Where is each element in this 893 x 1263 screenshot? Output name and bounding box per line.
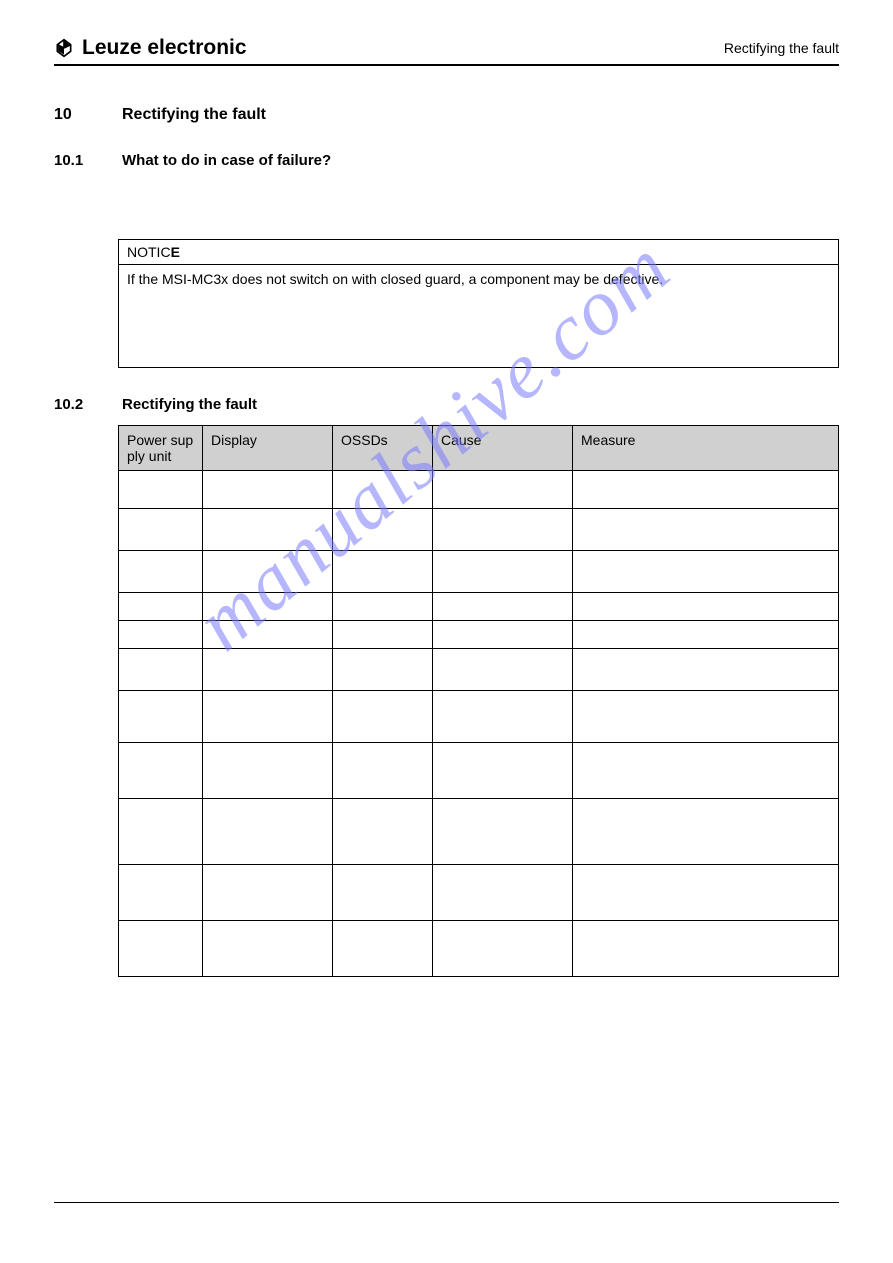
table-cell: [119, 593, 203, 621]
table-cell: [433, 621, 573, 649]
table-cell: [333, 509, 433, 551]
table-header-row: Power sup ply unit Display OSSDs Cause M…: [119, 426, 839, 471]
table-cell: [119, 649, 203, 691]
table-cell: [119, 743, 203, 799]
table-cell: [433, 799, 573, 865]
table-cell: [573, 691, 839, 743]
section-10: 10 Rectifying the fault 10.1 What to do …: [54, 106, 839, 977]
section-title: Rectifying the fault: [122, 106, 266, 124]
company-name: Leuze electronic: [82, 36, 247, 60]
table-cell: [433, 551, 573, 593]
table-cell: [333, 743, 433, 799]
subsection-number-10-1: 10.1: [54, 152, 102, 169]
table-cell: [573, 593, 839, 621]
notice-label-suffix: E: [171, 244, 180, 260]
table-cell: [333, 865, 433, 921]
subsection-title-10-1: What to do in case of failure?: [122, 152, 331, 169]
table-cell: [433, 691, 573, 743]
fault-table: Power sup ply unit Display OSSDs Cause M…: [118, 425, 839, 977]
table-cell: [573, 865, 839, 921]
table-cell: [573, 799, 839, 865]
notice-header: NOTICE: [119, 240, 838, 265]
table-cell: [433, 593, 573, 621]
table-header-ossds: OSSDs: [333, 426, 433, 471]
table-cell: [119, 799, 203, 865]
table-cell: [333, 691, 433, 743]
table-cell: [573, 743, 839, 799]
section-number: 10: [54, 106, 94, 124]
table-cell: [433, 865, 573, 921]
table-row: [119, 799, 839, 865]
table-header-measure: Measure: [573, 426, 839, 471]
notice-box: NOTICE If the MSI-MC3x does not switch o…: [118, 239, 839, 368]
notice-body: If the MSI-MC3x does not switch on with …: [119, 265, 838, 367]
table-cell: [119, 691, 203, 743]
table-cell: [433, 471, 573, 509]
table-cell: [119, 551, 203, 593]
table-row: [119, 471, 839, 509]
table-cell: [433, 649, 573, 691]
footer-line: [54, 1202, 839, 1203]
subsection-heading-10-1: 10.1 What to do in case of failure?: [54, 152, 839, 169]
table-cell: [203, 551, 333, 593]
table-cell: [573, 551, 839, 593]
table-row: [119, 743, 839, 799]
table-row: [119, 621, 839, 649]
table-cell: [203, 921, 333, 977]
subsection-title-10-2: Rectifying the fault: [122, 396, 257, 413]
table-cell: [203, 471, 333, 509]
table-cell: [433, 509, 573, 551]
notice-label-prefix: NOTIC: [127, 244, 171, 260]
table-cell: [333, 471, 433, 509]
subsection-number-10-2: 10.2: [54, 396, 102, 413]
table-cell: [203, 649, 333, 691]
table-cell: [333, 649, 433, 691]
table-cell: [203, 691, 333, 743]
table-cell: [119, 865, 203, 921]
table-cell: [333, 799, 433, 865]
table-cell: [333, 921, 433, 977]
table-row: [119, 649, 839, 691]
table-header-cause: Cause: [433, 426, 573, 471]
table-cell: [203, 509, 333, 551]
subsection-heading-10-2: 10.2 Rectifying the fault: [54, 396, 839, 413]
table-cell: [203, 593, 333, 621]
table-cell: [573, 921, 839, 977]
table-cell: [119, 921, 203, 977]
table-header-display: Display: [203, 426, 333, 471]
table-cell: [333, 621, 433, 649]
table-header-power: Power sup ply unit: [119, 426, 203, 471]
page-header: Leuze electronic Rectifying the fault: [54, 36, 839, 66]
table-cell: [573, 509, 839, 551]
table-row: [119, 921, 839, 977]
header-page-title: Rectifying the fault: [724, 40, 839, 56]
table-cell: [573, 649, 839, 691]
table-cell: [119, 471, 203, 509]
table-row: [119, 551, 839, 593]
table-row: [119, 691, 839, 743]
table-cell: [433, 743, 573, 799]
table-row: [119, 865, 839, 921]
table-cell: [203, 743, 333, 799]
table-cell: [119, 621, 203, 649]
table-cell: [433, 921, 573, 977]
table-cell: [573, 621, 839, 649]
table-cell: [573, 471, 839, 509]
table-row: [119, 593, 839, 621]
table-row: [119, 509, 839, 551]
table-cell: [203, 799, 333, 865]
table-cell: [333, 593, 433, 621]
table-cell: [119, 509, 203, 551]
table-cell: [333, 551, 433, 593]
table-cell: [203, 621, 333, 649]
table-cell: [203, 865, 333, 921]
header-left: Leuze electronic: [54, 36, 247, 60]
table-body: [119, 471, 839, 977]
leuze-logo-icon: [54, 38, 74, 58]
section-heading-10: 10 Rectifying the fault: [54, 106, 839, 124]
